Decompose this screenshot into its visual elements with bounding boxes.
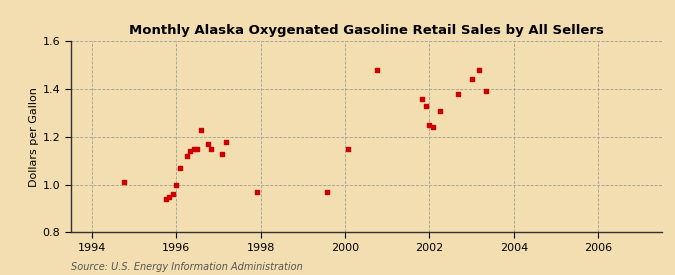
- Point: [164, 194, 175, 199]
- Point: [188, 147, 200, 151]
- Point: [417, 96, 428, 101]
- Point: [206, 147, 217, 151]
- Y-axis label: Dollars per Gallon: Dollars per Gallon: [28, 87, 38, 187]
- Point: [452, 92, 463, 96]
- Point: [252, 189, 263, 194]
- Point: [171, 182, 182, 187]
- Point: [427, 125, 438, 130]
- Point: [466, 77, 477, 82]
- Point: [202, 142, 213, 146]
- Point: [174, 166, 185, 170]
- Point: [167, 192, 178, 196]
- Text: Source: U.S. Energy Information Administration: Source: U.S. Energy Information Administ…: [71, 262, 302, 272]
- Title: Monthly Alaska Oxygenated Gasoline Retail Sales by All Sellers: Monthly Alaska Oxygenated Gasoline Retai…: [129, 24, 603, 37]
- Point: [424, 123, 435, 127]
- Point: [421, 104, 431, 108]
- Point: [435, 108, 446, 113]
- Point: [196, 127, 207, 132]
- Point: [217, 151, 227, 156]
- Point: [192, 147, 202, 151]
- Point: [182, 154, 192, 158]
- Point: [473, 68, 484, 72]
- Point: [118, 180, 129, 185]
- Point: [343, 147, 354, 151]
- Point: [480, 89, 491, 94]
- Point: [185, 149, 196, 153]
- Point: [371, 68, 382, 72]
- Point: [161, 197, 171, 201]
- Point: [220, 139, 231, 144]
- Point: [322, 189, 333, 194]
